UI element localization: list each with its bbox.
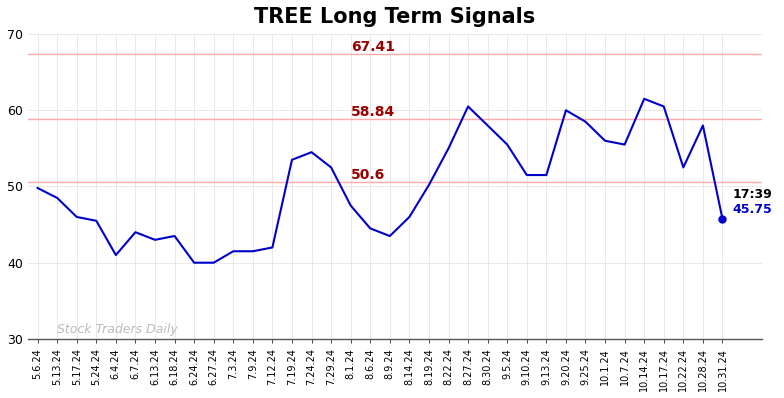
Text: 50.6: 50.6 <box>350 168 385 182</box>
Text: 45.75: 45.75 <box>732 203 772 216</box>
Title: TREE Long Term Signals: TREE Long Term Signals <box>254 7 535 27</box>
Text: 17:39: 17:39 <box>732 187 772 201</box>
Text: 58.84: 58.84 <box>350 105 395 119</box>
Text: 67.41: 67.41 <box>350 40 394 54</box>
Text: Stock Traders Daily: Stock Traders Daily <box>57 323 178 336</box>
